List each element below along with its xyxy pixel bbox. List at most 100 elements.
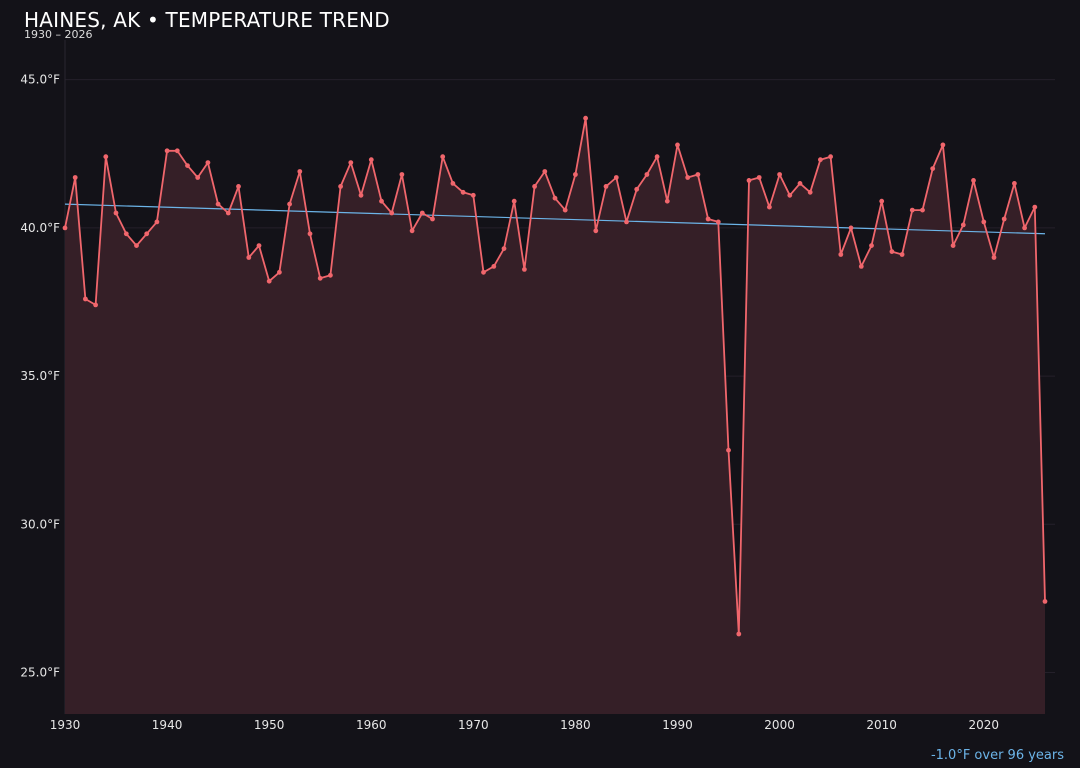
data-point [777,172,782,177]
data-point [869,243,874,249]
data-point [818,157,823,163]
data-point [205,160,211,166]
data-point [889,249,895,255]
x-tick-label: 1940 [152,718,183,732]
area-fill [65,118,1045,714]
trend-line [64,203,1046,235]
data-point [797,181,803,186]
data-point [685,175,691,180]
trend-line-group [64,203,1046,235]
data-point [215,201,221,207]
data-point [583,115,588,121]
data-point [787,192,793,198]
data-point [277,269,282,275]
data-point [256,243,262,249]
data-point [93,302,98,308]
data-point [113,210,119,216]
data-point [644,172,650,177]
data-point [624,219,629,225]
data-point [481,269,486,275]
data-point [185,163,190,169]
data-point [174,148,180,154]
x-tick-label: 1950 [254,718,285,732]
data-point [695,172,701,177]
data-point [103,154,109,160]
data-point [675,142,680,148]
x-tick-label: 2010 [866,718,897,732]
data-point [991,255,997,260]
data-point [123,231,129,237]
data-point [552,195,558,201]
data-point [920,207,925,213]
data-point [72,175,78,180]
data-point [409,228,415,234]
y-tick-label: 35.0°F [20,369,60,383]
data-point [297,169,303,174]
data-point [440,154,446,160]
data-point [287,201,292,207]
data-point [756,175,762,180]
data-point [144,231,150,237]
y-tick-label: 30.0°F [20,517,60,531]
data-point [664,198,670,204]
data-point [134,243,139,249]
data-point [511,198,517,204]
data-point [838,252,844,257]
data-point [501,246,507,252]
data-point [307,231,313,237]
data-point [573,172,578,177]
x-tick-label: 1930 [50,718,81,732]
data-point [389,210,395,216]
data-point [828,154,833,160]
data-point [736,631,742,637]
area-under-curve [65,118,1045,714]
data-point [83,296,88,302]
data-point [1042,599,1048,604]
x-tick-label: 2000 [764,718,795,732]
data-point [1022,225,1027,231]
data-point [522,267,527,272]
data-point [368,157,374,163]
data-point [858,264,864,269]
data-point [236,184,241,189]
data-point [930,166,936,172]
data-point [430,216,435,222]
data-points [62,115,1048,637]
data-point [726,447,731,453]
data-point [532,184,537,189]
data-point [1012,181,1017,186]
data-point [767,204,772,210]
data-point [562,207,568,213]
data-point [154,219,160,225]
data-point [348,160,354,166]
x-tick-label: 1970 [458,718,489,732]
x-axis-ticks: 1930 1940 1950 1960 1970 1980 1990 2000 2010 2020 [50,718,999,732]
data-point [450,181,456,186]
data-point [654,154,660,160]
y-tick-label: 25.0°F [20,666,60,680]
x-tick-label: 1990 [662,718,693,732]
x-tick-label: 1980 [560,718,591,732]
data-point [460,189,466,195]
chart-subtitle: 1930 – 2026 [24,28,93,41]
data-point [317,275,323,281]
data-point [266,278,272,284]
data-point [491,264,497,269]
x-tick-label: 1960 [356,718,387,732]
data-point [358,192,364,198]
data-point [399,172,405,177]
data-point [807,189,813,195]
data-point [1001,216,1007,222]
x-tick-label: 2020 [968,718,999,732]
data-point [379,198,384,204]
data-point [246,255,252,260]
data-point [613,175,619,180]
data-point [940,142,946,148]
data-point [879,198,885,204]
data-point [338,184,343,189]
y-axis-ticks: 25.0°F 30.0°F 35.0°F 40.0°F 45.0°F [20,73,60,680]
data-point [470,192,476,198]
data-point [542,169,548,174]
data-point [328,272,333,278]
